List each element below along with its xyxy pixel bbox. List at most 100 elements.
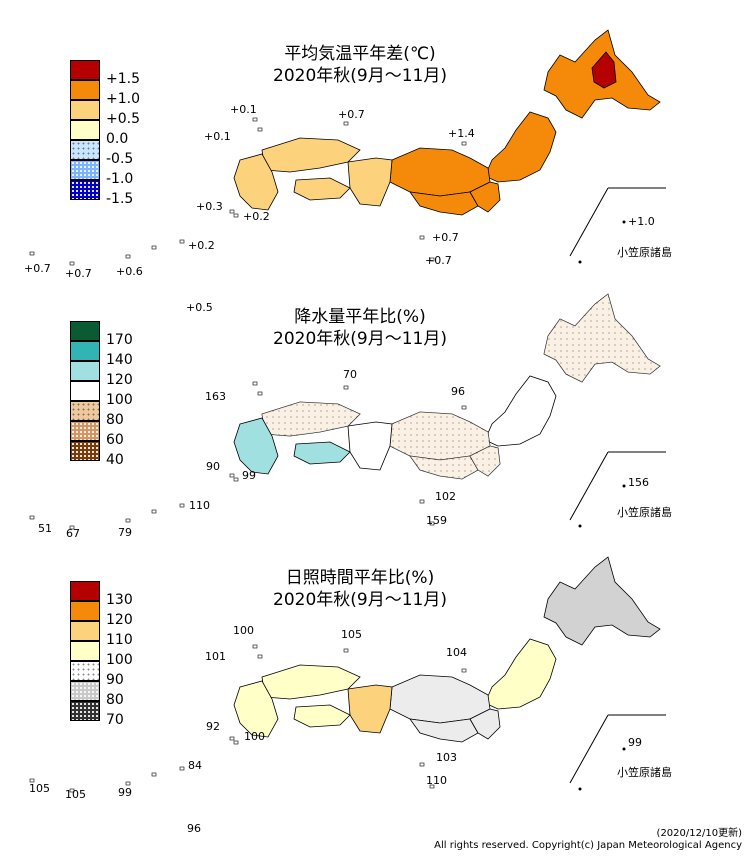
- island-dot: [622, 747, 626, 751]
- value-label: 96: [187, 822, 201, 835]
- island-dot: [578, 260, 582, 264]
- value-label: +0.7: [425, 254, 452, 267]
- island: [29, 251, 35, 256]
- island: [257, 127, 263, 132]
- value-label: 163: [205, 390, 226, 403]
- value-label: 100: [244, 730, 265, 743]
- legend-label: 40: [106, 452, 124, 468]
- value-label: +1.0: [628, 215, 655, 228]
- legend-swatch: [70, 361, 100, 381]
- island: [429, 521, 435, 526]
- region-kanto: [469, 708, 501, 740]
- value-label: 104: [446, 646, 467, 659]
- island: [151, 509, 157, 514]
- island: [179, 503, 185, 508]
- legend-label: 170: [106, 332, 133, 348]
- legend-swatch: [70, 341, 100, 361]
- region-chubu: [389, 147, 491, 197]
- legend-swatch: [70, 160, 100, 180]
- value-label: 110: [189, 499, 210, 512]
- legend-swatch: [70, 60, 100, 80]
- value-label: 159: [426, 514, 447, 527]
- region-pattern: [410, 456, 478, 479]
- island: [343, 121, 349, 126]
- legend-swatch: [70, 581, 100, 601]
- temperature-title: 平均気温平年差(℃) 2020年秋(9月～11月): [230, 43, 490, 87]
- island: [429, 784, 435, 789]
- island-dot: [578, 524, 582, 528]
- legend-label: 140: [106, 352, 133, 368]
- legend-swatch: [70, 381, 100, 401]
- value-label: +0.2: [188, 239, 215, 252]
- value-label: 96: [451, 385, 465, 398]
- island: [419, 499, 425, 504]
- ogasawara-label: 小笠原諸島: [617, 506, 672, 519]
- region-pacific_coast: [409, 191, 479, 216]
- legend-label: +1.0: [106, 91, 140, 107]
- value-label: 110: [426, 774, 447, 787]
- value-label: +0.5: [186, 301, 213, 314]
- legend-label: 80: [106, 692, 124, 708]
- value-label: 105: [341, 628, 362, 641]
- value-label: 102: [435, 490, 456, 503]
- island: [343, 648, 349, 653]
- island-dot: [622, 484, 626, 488]
- value-label: 51: [38, 522, 52, 535]
- legend-label: 100: [106, 652, 133, 668]
- island: [419, 235, 425, 240]
- region-kyushu: [233, 417, 279, 475]
- legend-label: 90: [106, 672, 124, 688]
- region-pattern: [262, 402, 360, 436]
- island: [233, 213, 239, 218]
- legend-label: 60: [106, 432, 124, 448]
- region-hokkaido-hot: [591, 51, 617, 89]
- value-label: 103: [436, 751, 457, 764]
- legend-swatch: [70, 80, 100, 100]
- value-label: +0.3: [196, 200, 223, 213]
- region-kinki: [347, 421, 393, 471]
- region-pattern: [544, 294, 660, 382]
- island: [233, 477, 239, 482]
- sunshine-title: 日照時間平年比(%) 2020年秋(9月～11月): [230, 567, 490, 611]
- island: [419, 762, 425, 767]
- title-line-2: 2020年秋(9月～11月): [273, 590, 447, 610]
- island: [29, 515, 35, 520]
- value-label: +0.1: [230, 103, 257, 116]
- value-label: +0.6: [116, 265, 143, 278]
- legend-label: -0.5: [106, 151, 134, 167]
- value-label: 70: [343, 368, 357, 381]
- legend-label: 70: [106, 712, 124, 728]
- legend-label: -1.5: [106, 191, 134, 207]
- region-pattern: [470, 446, 500, 476]
- ogasawara-label: 小笠原諸島: [617, 246, 672, 259]
- island: [69, 261, 75, 266]
- region-chubu: [389, 674, 491, 724]
- value-label: 99: [628, 736, 642, 749]
- value-label: +0.7: [432, 231, 459, 244]
- legend-label: 120: [106, 612, 133, 628]
- value-label: +0.7: [65, 267, 92, 280]
- island: [179, 766, 185, 771]
- island: [252, 381, 258, 386]
- region-chugoku: [261, 664, 361, 700]
- legend-label: 80: [106, 412, 124, 428]
- region-hokkaido: [543, 556, 661, 646]
- legend-swatch: [70, 321, 100, 341]
- island: [252, 117, 258, 122]
- island: [429, 257, 435, 262]
- island: [252, 644, 258, 649]
- value-label: 100: [233, 624, 254, 637]
- island: [461, 141, 467, 146]
- legend-label: 0.0: [106, 131, 129, 147]
- legend-label: -1.0: [106, 171, 134, 187]
- value-label: +1.4: [448, 127, 475, 140]
- island: [151, 245, 157, 250]
- island: [69, 788, 75, 793]
- island: [125, 518, 131, 523]
- title-line-2: 2020年秋(9月～11月): [273, 329, 447, 349]
- precipitation-panel: 降水量平年比(%) 2020年秋(9月～11月) 170 140 120 100 80 6…: [0, 264, 750, 540]
- legend-swatch: [70, 601, 100, 621]
- region-chugoku: [261, 137, 361, 173]
- region-kyushu: [233, 680, 279, 738]
- island: [257, 391, 263, 396]
